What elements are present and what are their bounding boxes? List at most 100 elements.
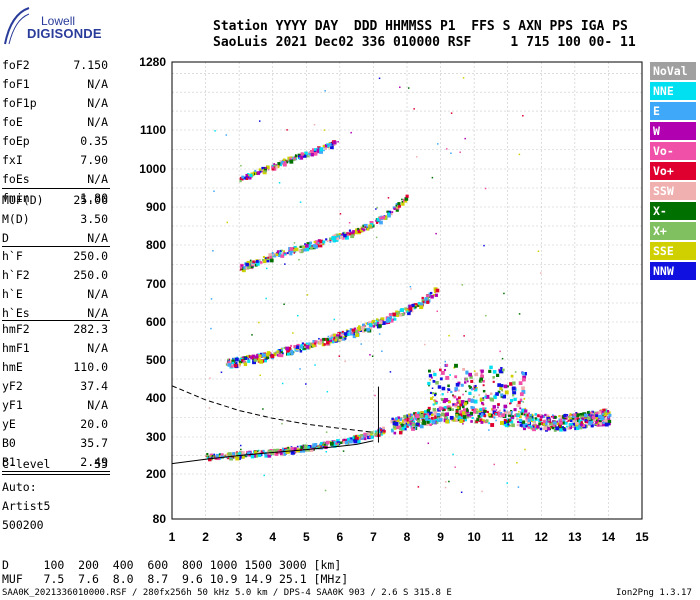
echo-point	[241, 358, 244, 362]
echo-point	[425, 294, 430, 298]
param-name: h`Es	[2, 306, 30, 320]
echo-point	[205, 455, 208, 458]
echo-point	[488, 429, 490, 431]
echo-point	[555, 426, 559, 431]
echo-point	[489, 392, 493, 396]
echo-point	[391, 312, 394, 315]
echo-point	[247, 358, 250, 360]
echo-point	[224, 454, 227, 457]
echo-point	[568, 422, 572, 426]
echo-point	[447, 388, 451, 391]
echo-point	[443, 368, 447, 372]
echo-point	[401, 423, 404, 427]
echo-point	[304, 346, 306, 348]
echo-point	[521, 371, 526, 376]
echo-point	[509, 402, 511, 405]
echo-point	[462, 77, 465, 79]
echo-point	[271, 164, 274, 167]
echo-point	[369, 354, 371, 356]
echo-point	[370, 433, 373, 437]
param-group-virtual-heights: h`F 250.0 h`F2 250.0 h`E N/A h`Es N/A	[2, 247, 110, 323]
echo-point	[246, 173, 250, 176]
echo-point	[308, 246, 311, 250]
echo-point	[362, 224, 365, 228]
echo-point	[595, 419, 598, 422]
echo-point	[436, 143, 439, 145]
echo-point	[480, 374, 484, 379]
echo-point	[353, 435, 356, 438]
echo-point	[534, 417, 537, 420]
y-tick-label: 1000	[139, 162, 166, 176]
echo-point	[215, 453, 219, 457]
echo-point	[220, 371, 223, 374]
echo-point	[279, 448, 282, 452]
echo-point	[352, 436, 355, 439]
echo-point	[367, 431, 371, 435]
echo-point	[465, 377, 468, 381]
echo-point	[294, 155, 298, 158]
echo-point	[475, 420, 478, 424]
echo-point	[574, 417, 577, 421]
echo-point	[567, 425, 572, 430]
echo-point	[516, 404, 520, 408]
echo-point	[572, 415, 575, 419]
param-name: hmE	[2, 360, 23, 374]
echo-point	[213, 190, 215, 192]
echo-point	[247, 454, 250, 457]
echo-point	[263, 359, 267, 363]
echo-point	[245, 177, 248, 180]
echo-point	[547, 419, 550, 422]
echo-point	[256, 171, 260, 175]
echo-point	[474, 408, 477, 411]
echo-point	[424, 415, 428, 419]
echo-point	[330, 142, 334, 146]
echo-point	[485, 314, 487, 317]
echo-point	[503, 409, 506, 412]
legend-item-nnw-10: NNW	[650, 262, 696, 280]
echo-point	[509, 424, 512, 427]
echo-point	[595, 412, 599, 415]
echo-point	[312, 343, 316, 348]
echo-point	[593, 419, 597, 423]
echo-point	[375, 208, 377, 210]
echo-point	[363, 437, 367, 441]
echo-point	[534, 413, 538, 416]
echo-point	[371, 321, 374, 324]
echo-point	[506, 482, 508, 484]
echo-point	[416, 422, 419, 426]
echo-point	[405, 194, 409, 198]
echo-point	[519, 423, 523, 427]
echo-point	[344, 334, 348, 338]
echo-point	[324, 147, 328, 150]
echo-point	[400, 313, 403, 316]
echo-point	[474, 384, 477, 388]
param-row: foF1p N/A	[2, 94, 110, 113]
echo-point	[440, 412, 445, 417]
echo-point	[322, 337, 326, 341]
echo-point	[381, 321, 386, 325]
echo-point	[600, 418, 603, 421]
echo-point	[249, 173, 253, 177]
echo-point	[481, 419, 485, 423]
echo-point	[473, 370, 476, 372]
echo-point	[227, 363, 232, 367]
echo-point	[375, 236, 378, 239]
echo-point	[250, 356, 254, 360]
echo-point	[406, 414, 409, 417]
echo-point	[462, 423, 464, 425]
echo-point	[254, 451, 258, 454]
echo-point	[559, 427, 563, 432]
d-row: D 100 200 400 600 800 1000 1500 3000 [km…	[2, 558, 342, 572]
echo-point	[526, 413, 529, 417]
echo-point	[240, 164, 242, 167]
echo-point	[498, 369, 503, 374]
echo-point	[355, 333, 360, 338]
param-row: foE N/A	[2, 113, 110, 132]
echo-point	[271, 167, 275, 171]
echo-point	[342, 439, 345, 443]
echo-point	[207, 456, 210, 458]
echo-point	[575, 423, 579, 428]
echo-point	[357, 327, 362, 331]
echo-point	[355, 330, 358, 333]
echo-point	[399, 422, 402, 424]
